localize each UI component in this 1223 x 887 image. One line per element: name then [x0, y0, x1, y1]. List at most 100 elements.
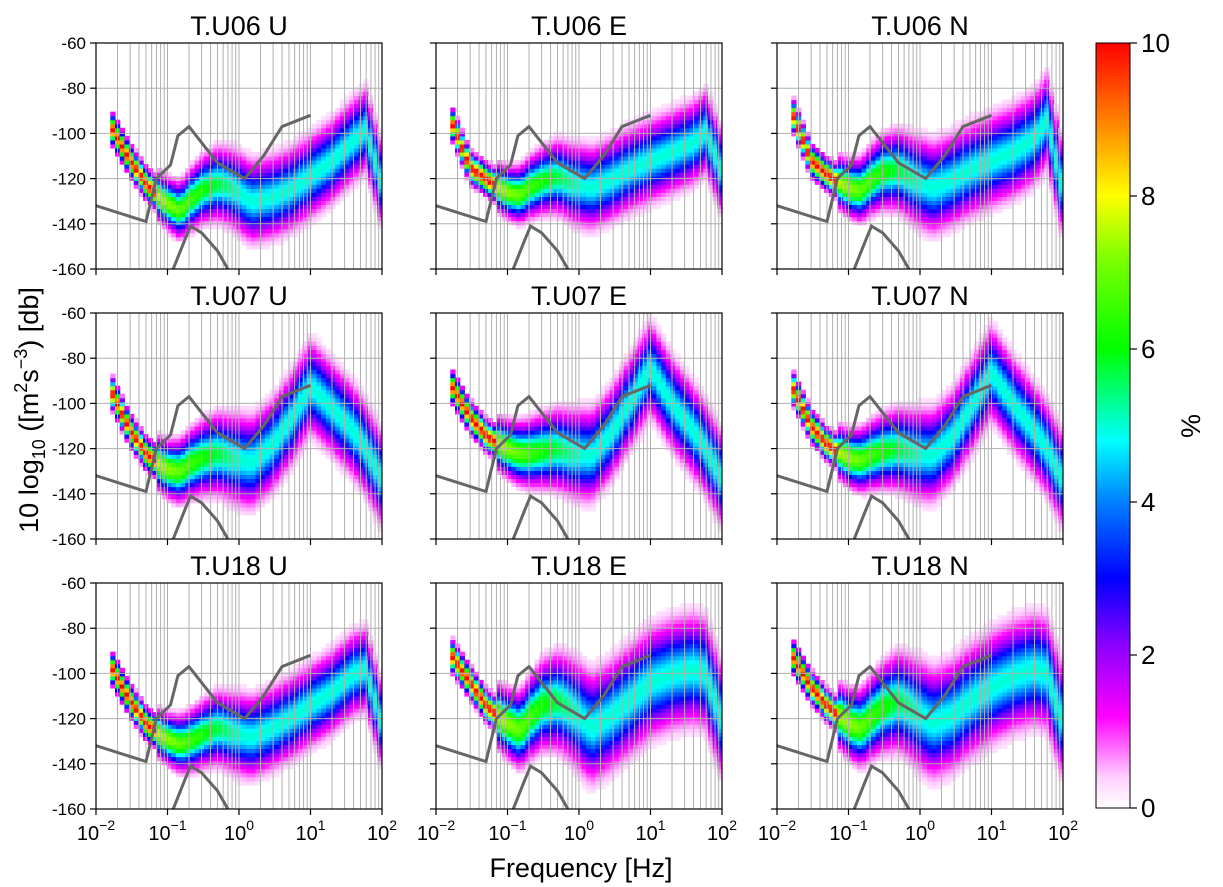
low-noise-model-line — [511, 223, 570, 269]
panel-plot-area — [96, 583, 382, 809]
y-axis-label-subscript: 10 — [29, 439, 49, 459]
colorbar-tick-label: 4 — [1141, 487, 1155, 517]
panel-grid-lines — [96, 313, 382, 539]
panel-t-u18-n: T.U18 N 10−2 10−1 100 101 102 — [758, 551, 1078, 845]
panel-plot-area — [436, 43, 722, 269]
panel-grid-lines — [436, 313, 722, 539]
panel-plot-area — [96, 43, 382, 269]
panel-title: T.U07 E — [531, 281, 627, 311]
colorbar-tick-label: 6 — [1141, 334, 1155, 364]
x-tick-label: 101 — [295, 817, 325, 845]
x-tick-label: 10−1 — [488, 817, 526, 845]
high-noise-model-line — [777, 653, 993, 764]
panel-t-u06-e: T.U06 E — [430, 11, 723, 275]
high-noise-model-line — [96, 383, 312, 494]
panel-grid-lines — [96, 583, 382, 809]
y-tick-label: -60 — [61, 304, 86, 323]
x-tick-label: 102 — [367, 817, 397, 845]
panel-plot-area — [777, 43, 1063, 269]
y-axis-label-main: 10 log — [14, 459, 44, 533]
y-tick-label: -100 — [52, 664, 86, 683]
y-tick-label: -80 — [61, 349, 86, 368]
y-tick-label: -60 — [61, 34, 86, 53]
low-noise-model-line — [171, 763, 230, 809]
x-tick-label: 102 — [707, 817, 737, 845]
panel-grid-lines — [777, 313, 1063, 539]
panel-plot-area — [777, 583, 1063, 809]
panel-t-u07-n: T.U07 N — [771, 281, 1064, 545]
y-axis-label-mid: s — [14, 369, 44, 383]
high-noise-model-line — [96, 653, 312, 764]
high-noise-model-line — [96, 113, 312, 224]
low-noise-model-line — [171, 223, 230, 269]
colorbar-tick-label: 10 — [1141, 28, 1170, 58]
high-noise-model-line — [777, 113, 993, 224]
colorbar-label: % — [1176, 414, 1206, 438]
panel-plot-area — [777, 313, 1063, 539]
y-tick-label: -160 — [52, 260, 86, 279]
y-tick-label: -80 — [61, 619, 86, 638]
panel-plot-area — [96, 313, 382, 539]
panel-grid-lines — [436, 583, 722, 809]
panel-plot-area — [436, 583, 722, 809]
colorbar: 0 2 4 6 8 10 % — [1095, 28, 1206, 823]
low-noise-model-line — [852, 493, 911, 539]
panel-title: T.U07 N — [871, 281, 969, 311]
panel-title: T.U18 U — [190, 551, 288, 581]
panel-title: T.U06 U — [190, 11, 288, 41]
x-tick-label: 100 — [905, 817, 935, 845]
y-tick-label: -120 — [52, 170, 86, 189]
panel-grid-lines — [436, 43, 722, 269]
panel-title: T.U07 U — [190, 281, 288, 311]
panel-title: T.U06 E — [531, 11, 627, 41]
y-tick-label: -80 — [61, 79, 86, 98]
low-noise-model-line — [171, 493, 230, 539]
x-tick-label: 100 — [564, 817, 594, 845]
x-tick-label: 10−1 — [829, 817, 867, 845]
y-axis-label-open: ([m — [14, 393, 44, 440]
low-noise-model-line — [511, 763, 570, 809]
y-tick-label: -140 — [52, 485, 86, 504]
panel-t-u18-e: T.U18 E 10−2 10−1 100 101 102 — [417, 551, 737, 845]
y-tick-label: -160 — [52, 800, 86, 819]
high-noise-model-line — [436, 653, 652, 764]
panel-grid: T.U06 U -60 -80 -100 -120 -140 -160 T.U06 E T.U0… — [52, 11, 1078, 845]
x-tick-label: 100 — [224, 817, 254, 845]
y-tick-label: -160 — [52, 530, 86, 549]
colorbar-tick-label: 2 — [1141, 640, 1155, 670]
y-tick-label: -100 — [52, 394, 86, 413]
panel-title: T.U06 N — [871, 11, 969, 41]
y-axis-label-sup2: −3 — [11, 349, 31, 370]
y-tick-label: -60 — [61, 574, 86, 593]
high-noise-model-line — [436, 383, 652, 494]
colorbar-tick-label: 0 — [1141, 793, 1155, 823]
panel-grid-lines — [777, 583, 1063, 809]
x-tick-label: 10−2 — [417, 817, 455, 845]
y-tick-label: -120 — [52, 440, 86, 459]
x-tick-label: 10−1 — [148, 817, 186, 845]
high-noise-model-line — [777, 383, 993, 494]
colorbar-gradient — [1095, 42, 1131, 809]
panel-t-u06-n: T.U06 N — [771, 11, 1064, 275]
panel-title: T.U18 E — [531, 551, 627, 581]
x-tick-label: 101 — [635, 817, 665, 845]
y-tick-label: -140 — [52, 755, 86, 774]
y-tick-label: -140 — [52, 215, 86, 234]
high-noise-model-line — [436, 113, 652, 224]
panel-grid-lines — [777, 43, 1063, 269]
low-noise-model-line — [511, 493, 570, 539]
low-noise-model-line — [852, 223, 911, 269]
x-tick-label: 10−2 — [758, 817, 796, 845]
y-axis-label-close: ) [db] — [14, 287, 44, 349]
x-axis-label: Frequency [Hz] — [489, 853, 672, 883]
panel-t-u06-u: T.U06 U -60 -80 -100 -120 -140 -160 — [52, 11, 383, 279]
low-noise-model-line — [852, 763, 911, 809]
y-tick-label: -100 — [52, 124, 86, 143]
panel-plot-area — [436, 313, 722, 539]
x-tick-label: 10−2 — [77, 817, 115, 845]
panel-t-u07-e: T.U07 E — [430, 281, 723, 545]
y-tick-label: -120 — [52, 710, 86, 729]
panel-title: T.U18 N — [871, 551, 969, 581]
